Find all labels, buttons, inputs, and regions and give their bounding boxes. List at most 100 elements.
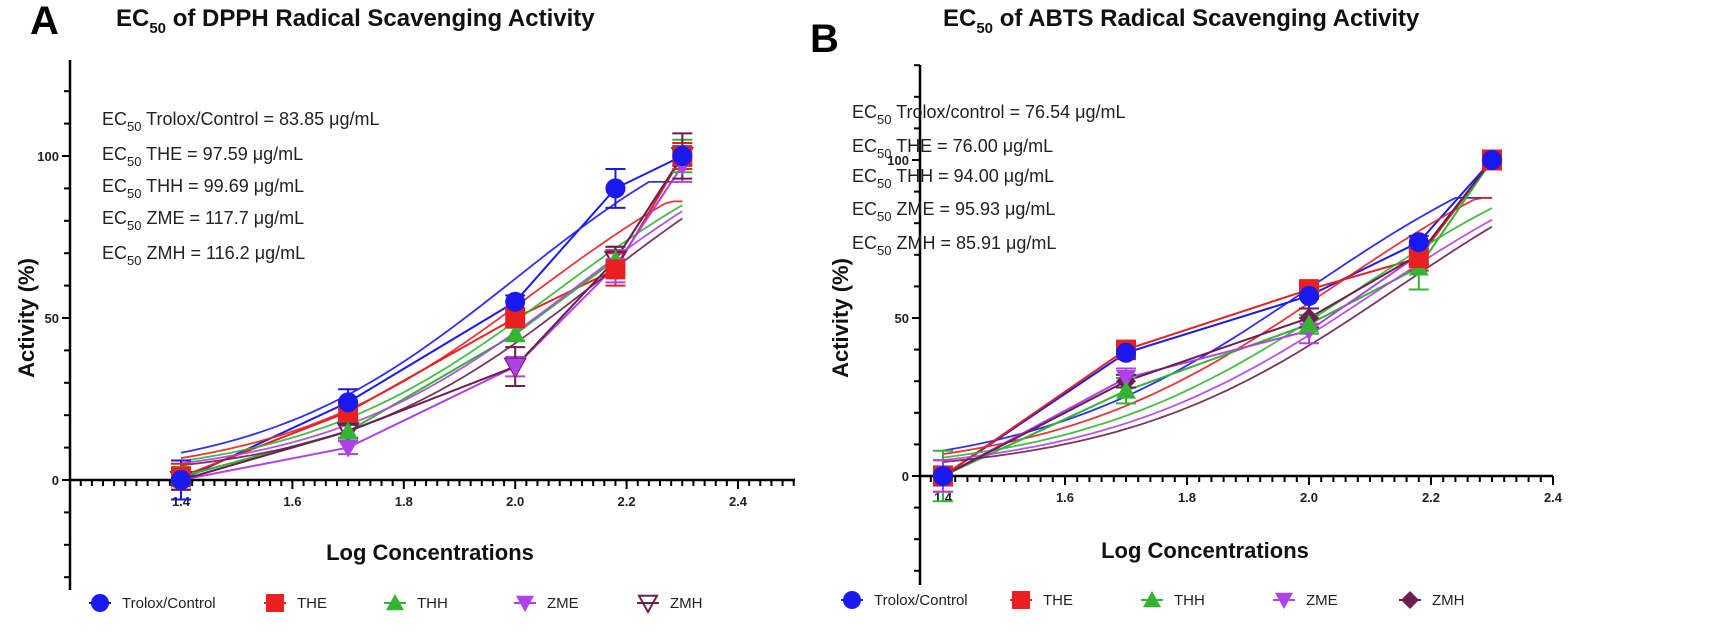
legend-item-thh: THH xyxy=(384,594,448,612)
y-tick-label: 50 xyxy=(45,311,59,326)
legend-label: ZMH xyxy=(1432,592,1465,609)
x-tick-label: 1.8 xyxy=(395,494,413,509)
y-axis-label-b: Activity (%) xyxy=(828,258,853,378)
x-tick-label: 1.6 xyxy=(283,494,301,509)
fit-curve-troloxcontrol xyxy=(942,197,1492,452)
ec50-annotation: EC50 Trolox/control = 76.54 μg/mL xyxy=(852,102,1125,127)
data-point-troloxcontrol xyxy=(338,392,359,413)
legend-a: Trolox/Control THE THH ZME ZMH xyxy=(89,594,703,615)
data-point-troloxcontrol xyxy=(672,146,693,166)
data-marks-b xyxy=(933,149,1502,503)
legend-marker-triangle-down-open xyxy=(637,594,659,615)
fit-curve-zme xyxy=(180,210,683,465)
legend-item-zmh: ZMH xyxy=(637,594,703,615)
fit-curve-zmh xyxy=(942,225,1493,463)
legend-label: THE xyxy=(297,595,327,612)
legend-label: Trolox/Control xyxy=(122,595,216,612)
axes-a: 0 50 100 1.4 1.6 1.8 2.0 2.2 2.4 xyxy=(37,60,795,590)
data-point-troloxcontrol xyxy=(1408,232,1429,253)
legend-label: THH xyxy=(1174,592,1205,609)
data-point-zme xyxy=(505,358,526,377)
x-tick-label: 2.4 xyxy=(729,494,748,509)
legend-item-thh: THH xyxy=(1141,591,1205,609)
data-point-thh xyxy=(1116,380,1136,399)
ec50-annotation: EC50 THE = 76.00 μg/mL xyxy=(852,136,1053,161)
x-tick-label: 2.2 xyxy=(1422,490,1440,505)
legend-item-troloxcontrol: Trolox/Control xyxy=(841,591,968,609)
y-tick-label: 50 xyxy=(895,311,909,326)
y-tick-label: 0 xyxy=(52,473,59,488)
y-tick-label: 0 xyxy=(902,469,909,484)
data-point-the xyxy=(605,259,626,280)
series-line-the xyxy=(180,155,684,478)
x-tick-label: 2.0 xyxy=(1300,490,1318,505)
data-point-thh xyxy=(338,421,359,440)
ec50-annotation: EC50 ZMH = 116.2 μg/mL xyxy=(102,243,305,268)
fit-curve-the xyxy=(180,200,683,459)
x-tick-label: 1.6 xyxy=(1056,490,1074,505)
data-point-thh xyxy=(505,324,526,343)
y-tick-label: 100 xyxy=(37,149,59,164)
legend-marker-circle xyxy=(843,591,861,609)
fit-curve-thh xyxy=(180,204,683,462)
x-tick-label: 1.8 xyxy=(1178,490,1196,505)
legend-item-zmh: ZMH xyxy=(1399,591,1465,609)
data-point-troloxcontrol xyxy=(933,466,953,486)
legend-item-troloxcontrol: Trolox/Control xyxy=(89,594,216,612)
x-tick-label: 2.0 xyxy=(506,494,524,509)
fit-curves-a xyxy=(180,155,684,481)
legend-marker-diamond xyxy=(1401,591,1419,609)
data-point-troloxcontrol xyxy=(505,291,526,312)
data-point-thh xyxy=(1299,314,1319,333)
data-point-troloxcontrol xyxy=(605,178,626,199)
x-tick-label: 2.2 xyxy=(618,494,636,509)
ec50-annotation: EC50 ZME = 95.93 μg/mL xyxy=(852,199,1055,224)
legend-label: ZME xyxy=(1306,592,1338,609)
data-point-troloxcontrol xyxy=(1482,150,1502,170)
fit-curve-thh xyxy=(942,207,1493,459)
y-axis-label-a: Activity (%) xyxy=(14,258,39,378)
legend-marker-triangle-down xyxy=(516,595,534,612)
y-tick-label: 100 xyxy=(887,153,909,168)
x-axis-label-a: Log Concentrations xyxy=(326,540,534,565)
legend-marker-circle xyxy=(91,594,109,612)
data-point-zme xyxy=(1116,370,1136,389)
data-point-the xyxy=(505,308,526,328)
legend-marker-square xyxy=(1012,591,1030,609)
series-line-zmh xyxy=(180,155,684,481)
data-point-troloxcontrol xyxy=(171,470,191,490)
legend-marker-triangle-up xyxy=(1143,591,1161,608)
panel-letter-b: B xyxy=(810,17,839,61)
chart-title-b: EC50 of ABTS Radical Scavenging Activity xyxy=(943,5,1420,37)
data-point-the xyxy=(1408,247,1429,268)
data-point-zme xyxy=(338,439,359,458)
series-line-troloxcontrol xyxy=(180,155,683,481)
legend-item-zme: ZME xyxy=(514,595,579,612)
legend-label: Trolox/Control xyxy=(874,592,968,609)
x-axis-label-b: Log Concentrations xyxy=(1101,538,1309,563)
legend-label: THE xyxy=(1043,592,1073,609)
fit-curve-the xyxy=(942,197,1492,455)
fit-curve-zme xyxy=(942,219,1493,461)
ec50-annotation: EC50 THE = 97.59 μg/mL xyxy=(102,144,303,169)
ec50-annotation: EC50 ZMH = 85.91 μg/mL xyxy=(852,233,1056,258)
data-point-troloxcontrol xyxy=(1299,285,1319,306)
legend-marker-square xyxy=(266,594,284,612)
ec50-annotation: EC50 THH = 94.00 μg/mL xyxy=(852,166,1054,191)
ec50-annotation: EC50 ZME = 117.7 μg/mL xyxy=(102,208,304,233)
data-point-troloxcontrol xyxy=(1116,342,1136,363)
ec50-annotation: EC50 Trolox/Control = 83.85 μg/mL xyxy=(102,109,379,134)
legend-label: THH xyxy=(417,595,448,612)
ec50-annotations-b: EC50 Trolox/control = 76.54 μg/mL EC50 TH… xyxy=(852,102,1125,258)
legend-item-the: THE xyxy=(264,594,327,612)
chart-title-a: EC50 of DPPH Radical Scavenging Activity xyxy=(116,5,595,37)
x-tick-label: 2.4 xyxy=(1544,490,1563,505)
panel-letter-a: A xyxy=(30,0,59,43)
ec50-annotation: EC50 THH = 99.69 μg/mL xyxy=(102,176,304,201)
legend-label: ZMH xyxy=(670,595,703,612)
fit-curve-troloxcontrol xyxy=(180,181,683,454)
panel-b: B EC50 of ABTS Radical Scavenging Activi… xyxy=(810,5,1563,609)
x-tick-label: 1.4 xyxy=(172,494,191,509)
